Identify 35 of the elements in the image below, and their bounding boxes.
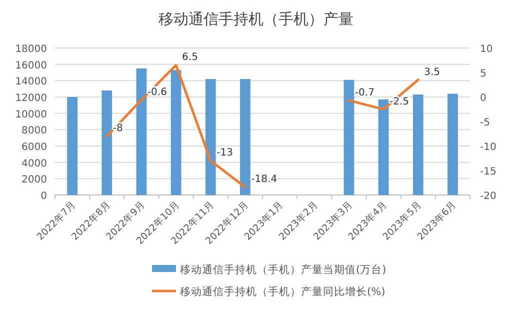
bar [448, 94, 458, 195]
data-label: 3.5 [424, 66, 440, 78]
data-label: -0.7 [354, 87, 374, 98]
bar [67, 97, 78, 195]
y-tick-label: 16000 [15, 60, 47, 72]
y2-tick-label: -20 [480, 191, 496, 202]
bar [170, 70, 182, 195]
bar [378, 99, 389, 195]
y-tick-label: 4000 [22, 158, 47, 170]
y2-tick-label: 0 [480, 93, 486, 104]
y2-tick-label: 10 [480, 44, 493, 55]
y2-tick-label: 5 [480, 68, 486, 80]
y-tick-label: 10000 [15, 109, 47, 120]
bar [344, 80, 354, 195]
legend-label: 移动通信手持机（手机）产量同比增长(%) [180, 285, 386, 298]
y-tick-label: 14000 [15, 76, 47, 88]
legend-label: 移动通信手持机（手机）产量当期值(万台) [180, 263, 386, 276]
data-label: -18.4 [251, 174, 278, 186]
y-tick-label: 8000 [22, 126, 47, 137]
bar [136, 68, 147, 195]
y-tick-label: 18000 [15, 44, 47, 55]
data-label: -13 [216, 148, 233, 159]
chart-title: 移动通信手持机（手机）产量 [158, 10, 354, 28]
y-tick-label: 0 [40, 191, 47, 202]
y-tick-label: 2000 [22, 174, 47, 186]
y2-tick-label: -15 [480, 166, 496, 178]
bar [412, 94, 424, 195]
bar [205, 79, 216, 195]
y-tick-label: 12000 [15, 93, 47, 104]
bar [102, 90, 112, 195]
data-label: 6.5 [182, 52, 198, 64]
bar [240, 79, 250, 195]
y-tick-label: 6000 [22, 142, 47, 153]
y2-tick-label: -5 [480, 118, 490, 128]
y2-tick-label: -10 [480, 142, 496, 153]
